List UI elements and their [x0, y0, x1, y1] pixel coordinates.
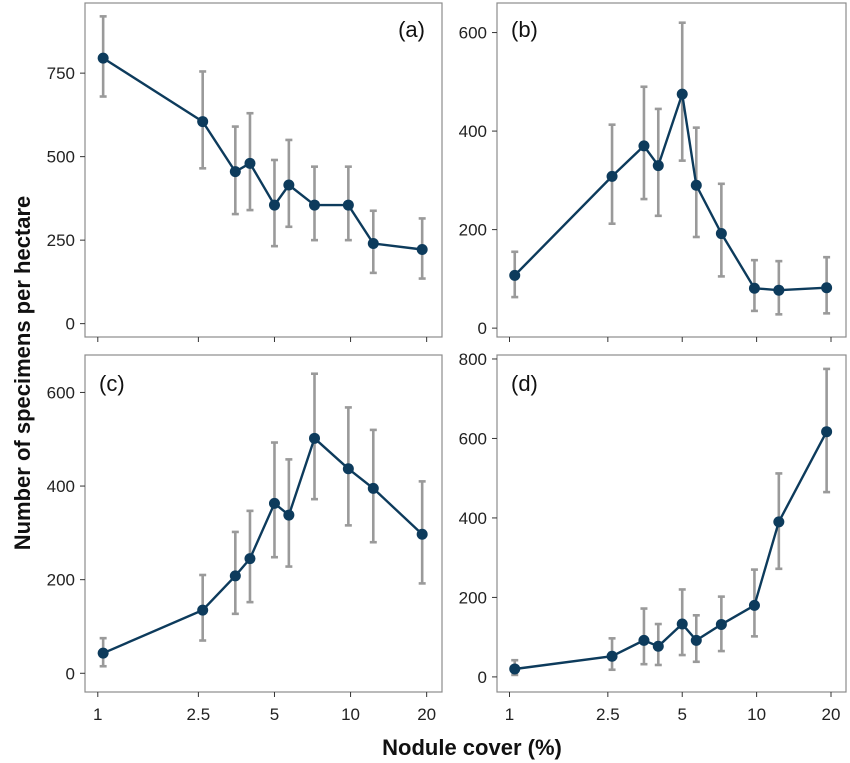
series-line: [514, 431, 828, 671]
panel-label-b: (b): [511, 17, 538, 42]
y-tick-label: 200: [459, 221, 487, 240]
data-point: [606, 170, 618, 182]
y-tick-label: 0: [478, 319, 487, 338]
panel-b: 0 200 400 600 (b): [459, 2, 847, 342]
data-point: [821, 426, 833, 438]
data-point: [690, 634, 702, 646]
x-tick-label: 1: [505, 705, 514, 724]
data-point: [283, 179, 295, 191]
x-tick-label: 20: [822, 705, 841, 724]
data-point: [244, 553, 256, 565]
data-point: [367, 482, 379, 494]
data-point: [416, 243, 428, 255]
series-line: [102, 436, 424, 655]
x-axis-title: Nodule cover (%): [382, 735, 562, 760]
panel-c: 0 200 400 600 1 2.5 5 10 20 (c): [47, 354, 443, 724]
data-point: [715, 618, 727, 630]
y-tick-label: 800: [459, 350, 487, 369]
data-point: [309, 432, 321, 444]
data-point: [821, 282, 833, 294]
data-point: [97, 647, 109, 659]
panel-label-a: (a): [398, 17, 425, 42]
x-tick-label: 2.5: [187, 705, 211, 724]
y-tick-label: 200: [47, 571, 75, 590]
data-point: [197, 604, 209, 616]
data-point: [638, 634, 650, 646]
data-point: [652, 160, 664, 172]
y-axis-title: Number of specimens per hectare: [10, 196, 35, 551]
x-tick-label: 20: [417, 705, 436, 724]
data-point: [509, 663, 521, 675]
data-point: [268, 497, 280, 509]
y-tick-label: 500: [47, 148, 75, 167]
panel-frame: [84, 354, 443, 693]
data-point: [715, 228, 727, 240]
x-tick-label: 5: [677, 705, 686, 724]
data-point: [676, 618, 688, 630]
y-tick-label: 400: [459, 122, 487, 141]
y-tick-label: 0: [66, 315, 75, 334]
data-point: [268, 199, 280, 211]
panel-d: 0 200 400 600 800 1 2.5 5 10 20 (d): [459, 350, 847, 724]
data-point: [229, 166, 241, 178]
panel-frame: [84, 2, 443, 338]
data-point: [342, 463, 354, 475]
data-point: [229, 570, 241, 582]
data-point: [509, 269, 521, 281]
y-tick-label: 600: [459, 429, 487, 448]
panel-frame: [496, 2, 847, 338]
data-point: [676, 88, 688, 100]
y-tick-label: 0: [478, 668, 487, 687]
data-point: [97, 52, 109, 64]
y-tick-label: 250: [47, 231, 75, 250]
panel-label-c: (c): [99, 371, 125, 396]
data-point: [773, 284, 785, 296]
y-tick-label: 600: [47, 383, 75, 402]
x-tick-label: 2.5: [596, 705, 620, 724]
y-tick-label: 400: [459, 509, 487, 528]
data-point: [342, 199, 354, 211]
series-line: [513, 93, 827, 292]
panel-label-d: (d): [511, 371, 538, 396]
y-tick-label: 750: [47, 64, 75, 83]
data-point: [244, 157, 256, 169]
y-tick-label: 200: [459, 588, 487, 607]
x-tick-label: 1: [93, 705, 102, 724]
data-point: [773, 516, 785, 528]
data-point: [367, 237, 379, 249]
x-tick-label: 10: [341, 705, 360, 724]
data-point: [606, 650, 618, 662]
series-line: [102, 57, 423, 251]
y-tick-label: 400: [47, 477, 75, 496]
data-point: [416, 528, 428, 540]
panel-a: 0 250 500 750 (a): [47, 2, 443, 342]
y-tick-label: 600: [459, 24, 487, 43]
x-tick-label: 5: [270, 705, 279, 724]
y-tick-label: 0: [66, 664, 75, 683]
panel-frame: [496, 354, 847, 693]
data-point: [638, 140, 650, 152]
data-point: [283, 509, 295, 521]
data-point: [748, 282, 760, 294]
x-tick-label: 10: [747, 705, 766, 724]
data-point: [197, 116, 209, 128]
data-point: [652, 640, 664, 652]
data-point: [690, 179, 702, 191]
data-point: [309, 199, 321, 211]
data-point: [748, 599, 760, 611]
